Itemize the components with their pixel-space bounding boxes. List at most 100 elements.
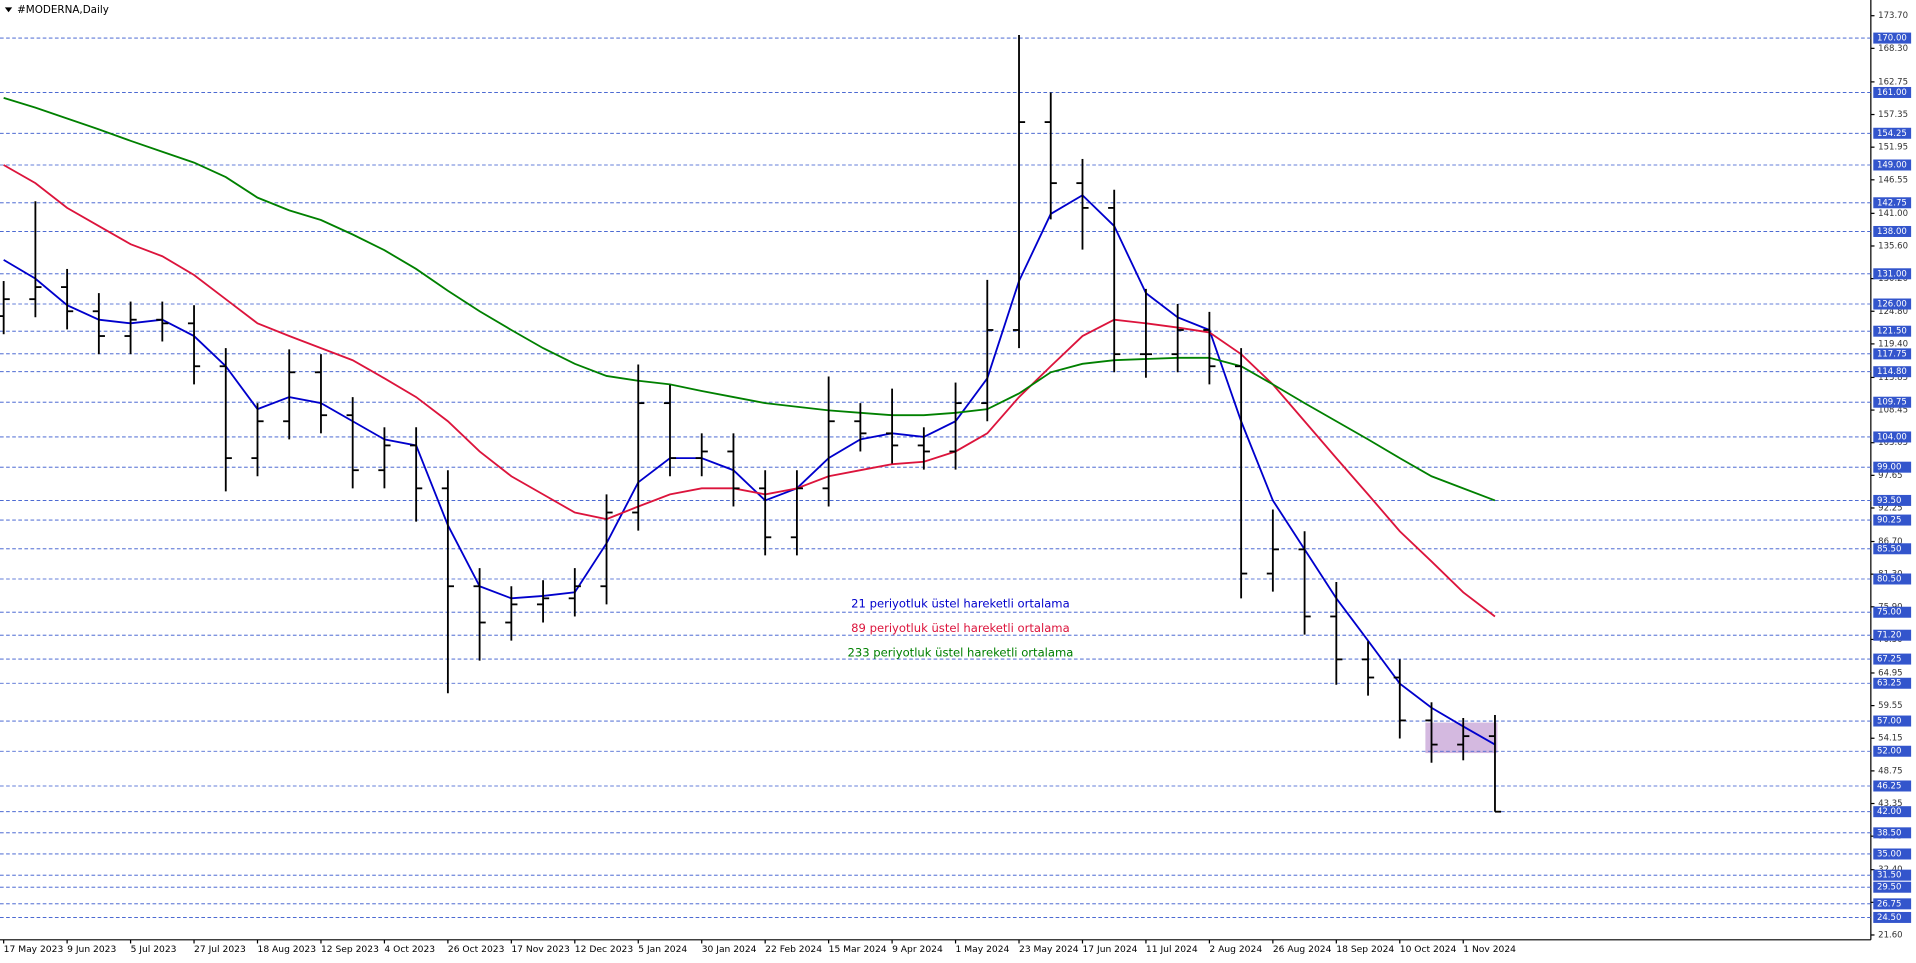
level-label: 52.00 <box>1877 747 1901 757</box>
chart-title: #MODERNA,Daily <box>17 4 109 16</box>
level-label-box <box>1873 653 1912 665</box>
y-tick-label: 86.70 <box>1878 537 1902 547</box>
y-tick-label: 21.60 <box>1878 930 1902 940</box>
level-label-box <box>1873 806 1912 818</box>
level-label: 138.00 <box>1877 227 1907 237</box>
menu-arrow[interactable] <box>4 7 13 13</box>
y-tick-label: 43.35 <box>1878 799 1902 809</box>
x-tick-label: 22 Feb 2024 <box>765 945 822 955</box>
level-label: 26.75 <box>1877 899 1901 909</box>
y-tick-label: 97.65 <box>1878 471 1902 481</box>
x-tick-label: 23 May 2024 <box>1019 945 1079 955</box>
level-label: 35.00 <box>1877 849 1901 859</box>
level-label: 38.50 <box>1877 828 1901 838</box>
level-label: 117.75 <box>1877 349 1907 359</box>
level-label: 67.25 <box>1877 655 1901 665</box>
level-label: 161.00 <box>1877 88 1907 98</box>
level-label-box <box>1873 848 1912 860</box>
level-label-box <box>1873 573 1912 585</box>
level-label: 131.00 <box>1877 269 1907 279</box>
x-tick-label: 27 Jul 2023 <box>194 945 246 955</box>
x-tick-label: 5 Jul 2023 <box>131 945 177 955</box>
y-tick-label: 135.60 <box>1878 241 1908 251</box>
level-label-box <box>1873 543 1912 555</box>
level-label-box <box>1873 715 1912 727</box>
level-label-box <box>1873 366 1912 378</box>
level-label-box <box>1873 86 1912 98</box>
level-label: 85.50 <box>1877 544 1901 554</box>
level-label: 57.00 <box>1877 717 1901 727</box>
level-label-box <box>1873 898 1912 910</box>
y-tick-label: 54.15 <box>1878 734 1902 744</box>
x-tick-label: 1 May 2024 <box>956 945 1010 955</box>
level-label-box <box>1873 348 1912 360</box>
level-label: 80.50 <box>1877 574 1901 584</box>
x-tick-label: 18 Sep 2024 <box>1336 945 1394 955</box>
level-label: 126.00 <box>1877 300 1907 310</box>
x-tick-label: 2 Aug 2024 <box>1209 945 1262 955</box>
y-tick-label: 48.75 <box>1878 766 1902 776</box>
x-tick-label: 17 May 2023 <box>4 945 64 955</box>
x-tick-label: 12 Dec 2023 <box>575 945 634 955</box>
y-tick-label: 141.00 <box>1878 209 1908 219</box>
level-label: 71.20 <box>1877 631 1901 641</box>
level-label-box <box>1873 461 1912 473</box>
level-label: 142.75 <box>1877 198 1907 208</box>
x-tick-label: 9 Jun 2023 <box>67 945 116 955</box>
y-tick-label: 168.30 <box>1878 44 1908 54</box>
level-label-box <box>1873 677 1912 689</box>
level-label-box <box>1873 298 1912 310</box>
x-tick-label: 1 Nov 2024 <box>1463 945 1516 955</box>
x-tick-label: 4 Oct 2023 <box>384 945 435 955</box>
legend-entry: 233 periyotluk üstel hareketli ortalama <box>848 645 1074 659</box>
y-tick-label: 113.85 <box>1878 373 1908 383</box>
level-label-box <box>1873 197 1912 209</box>
level-label: 24.50 <box>1877 913 1901 923</box>
level-label: 114.80 <box>1877 367 1907 377</box>
level-label-box <box>1873 325 1912 337</box>
x-tick-label: 10 Oct 2024 <box>1400 945 1457 955</box>
y-tick-label: 124.80 <box>1878 307 1908 317</box>
x-tick-label: 17 Jun 2024 <box>1082 945 1137 955</box>
y-tick-label: 119.40 <box>1878 339 1908 349</box>
level-label: 90.25 <box>1877 516 1901 526</box>
level-label: 109.75 <box>1877 398 1907 408</box>
level-label-box <box>1873 396 1912 408</box>
y-tick-label: 59.55 <box>1878 701 1902 711</box>
level-label: 46.25 <box>1877 781 1901 791</box>
level-label-box <box>1873 881 1912 893</box>
y-tick-label: 92.25 <box>1878 503 1902 513</box>
level-label: 104.00 <box>1877 432 1907 442</box>
level-label-box <box>1873 127 1912 139</box>
x-tick-label: 9 Apr 2024 <box>892 945 943 955</box>
y-tick-label: 146.55 <box>1878 175 1908 185</box>
level-label-box <box>1873 911 1912 923</box>
x-tick-label: 18 Aug 2023 <box>258 945 317 955</box>
level-label-box <box>1873 780 1912 792</box>
level-label-box <box>1873 225 1912 237</box>
level-label-box <box>1873 745 1912 757</box>
moving-average-line <box>3 194 1496 746</box>
level-label: 42.00 <box>1877 807 1901 817</box>
moving-average-line <box>3 164 1496 618</box>
level-label: 93.50 <box>1877 496 1901 506</box>
level-label-box <box>1873 159 1912 171</box>
level-label-box <box>1873 629 1912 641</box>
x-tick-label: 17 Nov 2023 <box>511 945 570 955</box>
moving-average-line <box>3 97 1496 502</box>
x-tick-label: 11 Jul 2024 <box>1146 945 1198 955</box>
x-tick-label: 26 Aug 2024 <box>1273 945 1332 955</box>
y-tick-label: 162.75 <box>1878 77 1908 87</box>
level-label: 154.25 <box>1877 129 1907 139</box>
level-label: 170.00 <box>1877 34 1907 44</box>
x-tick-label: 12 Sep 2023 <box>321 945 379 955</box>
level-label-box <box>1873 606 1912 618</box>
level-label: 31.50 <box>1877 871 1901 881</box>
legend-entry: 21 periyotluk üstel hareketli ortalama <box>851 597 1070 611</box>
y-tick-label: 103.05 <box>1878 438 1908 448</box>
legend-entry: 89 periyotluk üstel hareketli ortalama <box>851 621 1070 635</box>
level-label: 99.00 <box>1877 463 1901 473</box>
